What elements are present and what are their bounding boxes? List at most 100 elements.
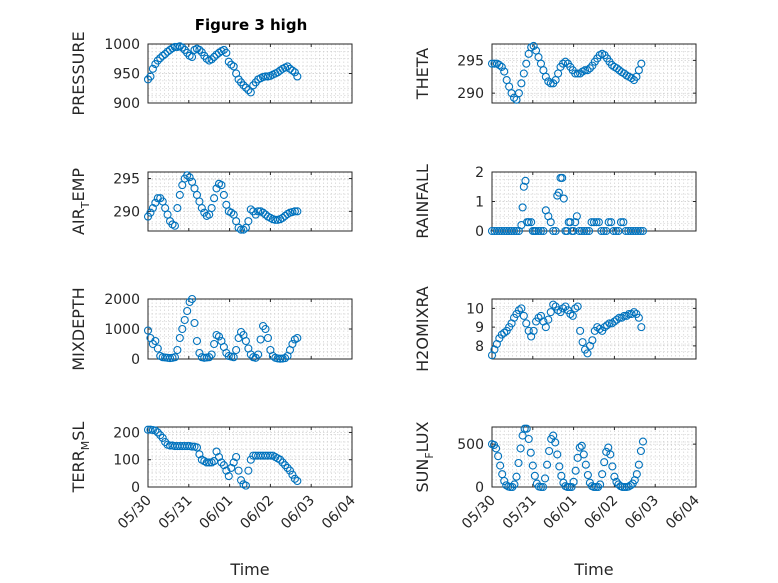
data-point	[156, 54, 165, 63]
data-point	[627, 74, 636, 83]
data-point	[490, 59, 499, 68]
data-point	[506, 482, 515, 492]
data-point	[579, 450, 588, 459]
data-point	[576, 326, 585, 335]
data-point	[583, 66, 592, 75]
data-point	[153, 428, 162, 437]
data-point	[246, 205, 255, 214]
panel-mixdepth: 0 1000 2000 MIXDEPTH	[69, 287, 353, 371]
panel-sun-flux: 0 500 05/30 05/31 06/01 06/02 06/03 06/04 SUNFLU…	[413, 421, 703, 532]
panel-pressure: 900 950 1000 PRESSURE	[69, 31, 353, 116]
data-point	[568, 311, 577, 320]
data-point	[585, 64, 594, 73]
data-point	[495, 60, 504, 70]
data-point	[178, 43, 187, 52]
data-point	[205, 458, 214, 467]
axes-box	[491, 426, 697, 488]
data-point	[638, 226, 648, 236]
data-point	[607, 218, 616, 227]
data-point	[195, 348, 204, 358]
data-point	[546, 218, 555, 227]
y-tick-label: 295	[457, 53, 484, 69]
data-point	[217, 181, 226, 190]
data-point	[244, 217, 253, 226]
data-point	[514, 306, 523, 315]
y-tick-label: 2000	[104, 292, 140, 308]
data-point	[609, 226, 618, 236]
data-point	[498, 470, 507, 479]
data-point	[290, 207, 299, 216]
data-point	[285, 466, 295, 475]
data-point	[632, 470, 641, 479]
y-tick-label: 900	[113, 96, 140, 112]
data-point	[241, 481, 250, 490]
data-point	[636, 446, 645, 456]
data-point	[512, 472, 521, 481]
data-point	[520, 424, 529, 433]
x-tick-label: 06/04	[663, 492, 703, 532]
data-point	[567, 482, 576, 492]
ylabel-0: PRESSURE	[69, 31, 88, 115]
x-tick-label: 06/02	[581, 493, 621, 533]
data-point	[612, 477, 621, 486]
x-tick-label: 06/01	[197, 493, 237, 533]
data-point	[241, 336, 250, 346]
data-point	[512, 226, 521, 236]
data-point	[522, 59, 531, 68]
data-point	[183, 171, 192, 180]
data-point	[618, 482, 627, 492]
data-point	[634, 226, 643, 236]
data-point	[578, 338, 587, 347]
data-point	[636, 226, 645, 236]
data-point	[554, 306, 563, 315]
data-point	[497, 62, 506, 71]
x-tick-label: 05/30	[115, 493, 155, 533]
data-point	[202, 54, 211, 63]
data-point	[148, 64, 157, 73]
data-point	[143, 212, 153, 221]
data-point	[161, 204, 170, 213]
data-point	[566, 309, 575, 319]
y-tick-label: 295	[113, 172, 140, 188]
data-point	[634, 313, 643, 322]
data-point	[268, 351, 277, 361]
y-tick-label: 1000	[104, 37, 140, 53]
data-point	[276, 354, 285, 363]
data-point	[487, 59, 497, 68]
data-point	[185, 173, 194, 182]
data-point	[500, 476, 509, 486]
data-point	[509, 93, 519, 102]
data-point	[281, 354, 290, 363]
data-point	[612, 64, 621, 73]
data-point	[234, 466, 243, 475]
data-point	[544, 315, 553, 324]
panel-theta: 290 295 THETA	[413, 41, 697, 104]
data-point	[217, 458, 226, 467]
y-tick-label: 0	[475, 224, 484, 240]
data-point	[496, 461, 505, 470]
data-point	[564, 218, 573, 227]
data-point	[534, 53, 543, 62]
data-point	[293, 333, 302, 343]
data-point	[522, 424, 531, 433]
data-point	[599, 226, 608, 236]
data-point	[153, 344, 162, 353]
data-point	[148, 204, 157, 213]
x-tick-label: 05/31	[500, 493, 540, 533]
data-point	[541, 323, 550, 332]
data-point	[571, 218, 580, 227]
data-point	[604, 443, 613, 452]
ylabel-7: SUNFLUX	[413, 421, 436, 492]
data-point	[143, 326, 153, 335]
x-tick-label: 06/02	[237, 493, 277, 533]
data-point	[290, 68, 299, 77]
data-point	[580, 66, 590, 75]
data-point	[283, 62, 292, 71]
data-point	[555, 462, 564, 471]
data-point	[594, 482, 603, 492]
data-point	[551, 438, 560, 447]
data-point	[278, 458, 287, 467]
data-point	[553, 450, 562, 459]
data-point	[170, 353, 179, 362]
data-point	[207, 55, 216, 64]
